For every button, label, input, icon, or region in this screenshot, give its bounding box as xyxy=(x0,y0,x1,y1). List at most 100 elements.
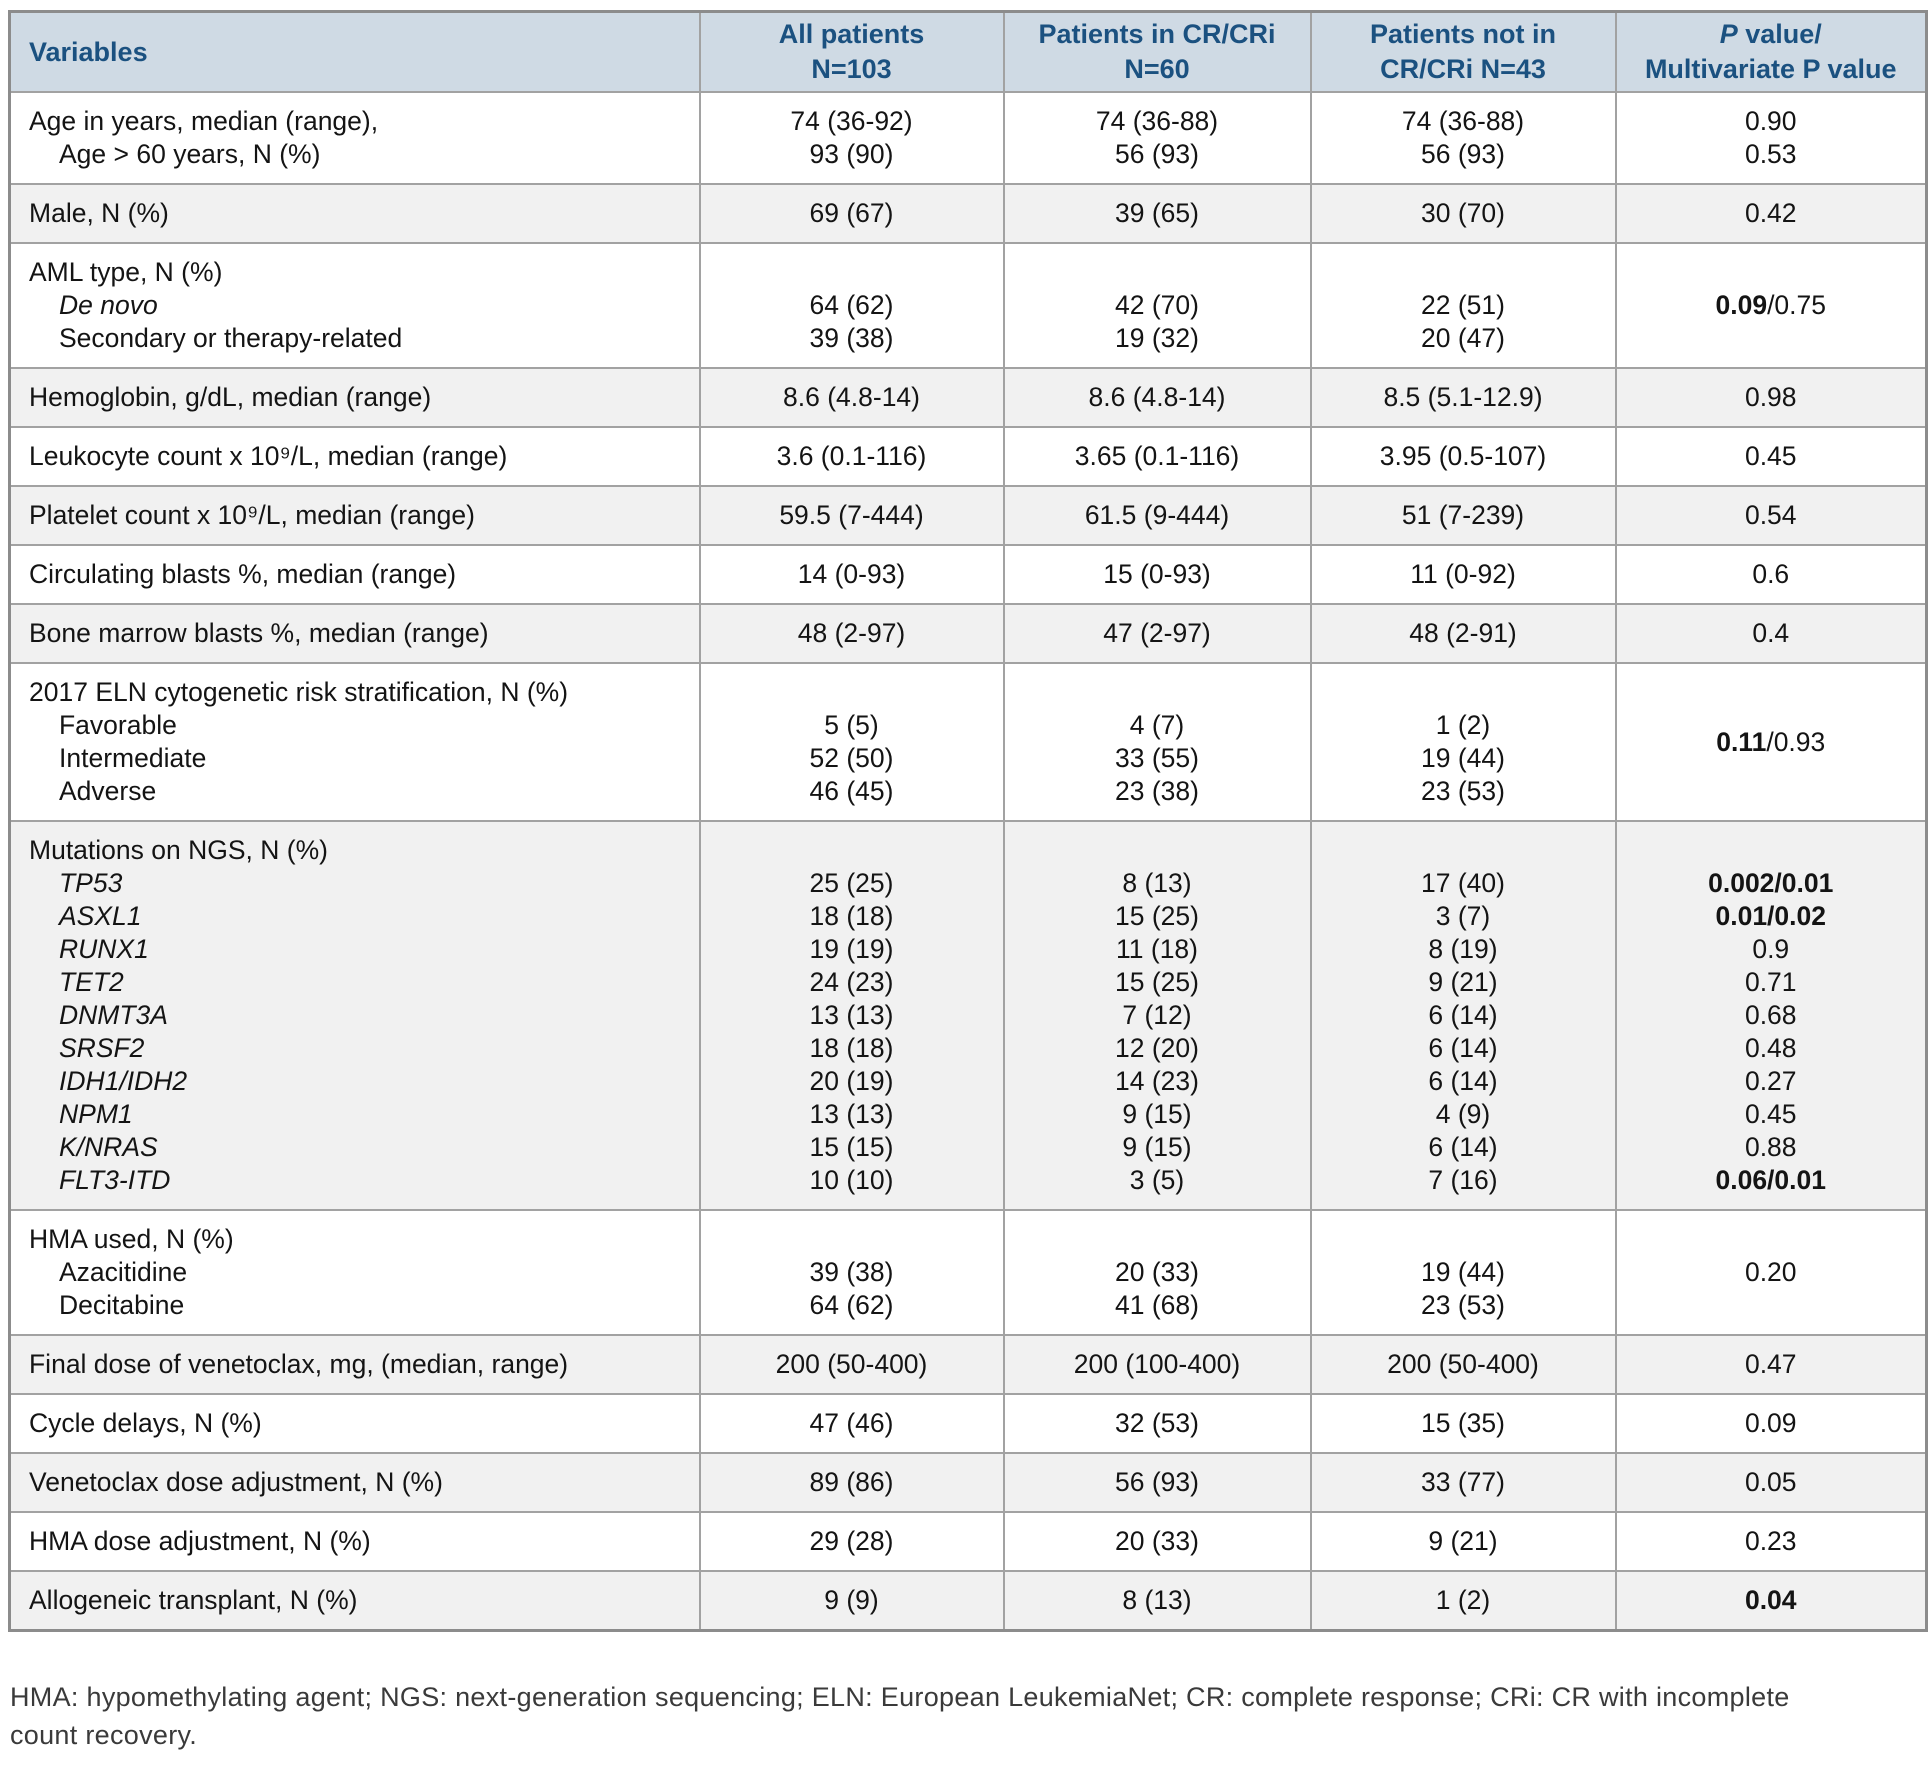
data-cell: 5 (5) 52 (50) 46 (45) xyxy=(698,662,1005,822)
p-value-cell: 0.09/0.75 xyxy=(1614,242,1928,369)
data-cell: 8 (13) xyxy=(1002,1570,1312,1632)
data-cell: 64 (62) 39 (38) xyxy=(698,242,1005,369)
data-cell: 20 (33) 41 (68) xyxy=(1002,1209,1312,1336)
table-row: Leukocyte count x 10⁹/L, median (range) 3… xyxy=(8,426,1928,487)
table-row: Male, N (%) 69 (67) 39 (65) 30 (70) 0.42 xyxy=(8,183,1928,244)
table-footnote: HMA: hypomethylating agent; NGS: next-ge… xyxy=(10,1678,1923,1754)
data-cell: 48 (2-97) xyxy=(698,603,1005,664)
table-row: Bone marrow blasts %, median (range) 48 (… xyxy=(8,603,1928,664)
table-row: Platelet count x 10⁹/L, median (range) 59… xyxy=(8,485,1928,546)
data-cell: 9 (9) xyxy=(698,1570,1005,1632)
row-label: Hemoglobin, g/dL, median (range) xyxy=(8,367,701,428)
p-value-cell: 0.98 xyxy=(1614,367,1928,428)
data-cell: 89 (86) xyxy=(698,1452,1005,1513)
data-cell: 200 (50-400) xyxy=(698,1334,1005,1395)
data-cell: 1 (2) xyxy=(1309,1570,1617,1632)
p-value-cell: 0.09 xyxy=(1614,1393,1928,1454)
column-header-4: P value/Multivariate P value xyxy=(1614,10,1928,93)
table-row: Mutations on NGS, N (%) TP53 ASXL1 RUNX1 TET… xyxy=(8,820,1928,1211)
data-cell: 39 (65) xyxy=(1002,183,1312,244)
data-cell: 11 (0-92) xyxy=(1309,544,1617,605)
p-value-cell: 0.47 xyxy=(1614,1334,1928,1395)
table-row: Allogeneic transplant, N (%) 9 (9) 8 (13) 1… xyxy=(8,1570,1928,1632)
data-cell: 15 (0-93) xyxy=(1002,544,1312,605)
data-cell: 32 (53) xyxy=(1002,1393,1312,1454)
p-value-cell: 0.45 xyxy=(1614,426,1928,487)
data-cell: 74 (36-88) 56 (93) xyxy=(1309,91,1617,185)
p-value-cell: 0.11/0.93 xyxy=(1614,662,1928,822)
row-label: Venetoclax dose adjustment, N (%) xyxy=(8,1452,701,1513)
patient-characteristics-table: Variables All patients N=103 Patients in CR… xyxy=(8,10,1928,1632)
row-label: Leukocyte count x 10⁹/L, median (range) xyxy=(8,426,701,487)
p-value-cell: 0.90 0.53 xyxy=(1614,91,1928,185)
row-label: 2017 ELN cytogenetic risk stratification… xyxy=(8,662,701,822)
table-row: AML type, N (%) De novo Secondary or thera… xyxy=(8,242,1928,369)
data-cell: 1 (2) 19 (44) 23 (53) xyxy=(1309,662,1617,822)
table-row: 2017 ELN cytogenetic risk stratification… xyxy=(8,662,1928,822)
data-cell: 20 (33) xyxy=(1002,1511,1312,1572)
data-cell: 29 (28) xyxy=(698,1511,1005,1572)
data-cell: 61.5 (9-444) xyxy=(1002,485,1312,546)
data-cell: 47 (46) xyxy=(698,1393,1005,1454)
row-label: Age in years, median (range), Age > 60 ye… xyxy=(8,91,701,185)
data-cell: 8 (13) 15 (25) 11 (18) 15 (25) 7 (12) 12 (20)… xyxy=(1002,820,1312,1211)
column-header-2: Patients in CR/CRi N=60 xyxy=(1002,10,1312,93)
column-header-0: Variables xyxy=(8,10,701,93)
p-value-cell: 0.4 xyxy=(1614,603,1928,664)
data-cell: 200 (100-400) xyxy=(1002,1334,1312,1395)
data-cell: 69 (67) xyxy=(698,183,1005,244)
data-cell: 15 (35) xyxy=(1309,1393,1617,1454)
p-value-cell: 0.04 xyxy=(1614,1570,1928,1632)
table-row: HMA used, N (%) Azacitidine Decitabine 39 … xyxy=(8,1209,1928,1336)
table-body: Age in years, median (range), Age > 60 ye… xyxy=(8,91,1928,1632)
p-value-cell: 0.6 xyxy=(1614,544,1928,605)
p-value-cell: 0.20 xyxy=(1614,1209,1928,1336)
p-value-cell: 0.42 xyxy=(1614,183,1928,244)
data-cell: 8.6 (4.8-14) xyxy=(698,367,1005,428)
data-cell: 19 (44) 23 (53) xyxy=(1309,1209,1617,1336)
p-value-cell: 0.23 xyxy=(1614,1511,1928,1572)
row-label: Allogeneic transplant, N (%) xyxy=(8,1570,701,1632)
data-cell: 9 (21) xyxy=(1309,1511,1617,1572)
p-value-cell: 0.54 xyxy=(1614,485,1928,546)
data-cell: 3.65 (0.1-116) xyxy=(1002,426,1312,487)
data-cell: 8.5 (5.1-12.9) xyxy=(1309,367,1617,428)
table-row: Hemoglobin, g/dL, median (range) 8.6 (4.8… xyxy=(8,367,1928,428)
table-row: Venetoclax dose adjustment, N (%) 89 (86)… xyxy=(8,1452,1928,1513)
row-label: Circulating blasts %, median (range) xyxy=(8,544,701,605)
row-label: AML type, N (%) De novo Secondary or thera… xyxy=(8,242,701,369)
data-cell: 3.95 (0.5-107) xyxy=(1309,426,1617,487)
data-cell: 59.5 (7-444) xyxy=(698,485,1005,546)
data-cell: 8.6 (4.8-14) xyxy=(1002,367,1312,428)
data-cell: 22 (51) 20 (47) xyxy=(1309,242,1617,369)
data-cell: 14 (0-93) xyxy=(698,544,1005,605)
data-cell: 4 (7) 33 (55) 23 (38) xyxy=(1002,662,1312,822)
data-cell: 74 (36-92) 93 (90) xyxy=(698,91,1005,185)
data-cell: 17 (40) 3 (7) 8 (19) 9 (21) 6 (14) 6 (14) 6 (1… xyxy=(1309,820,1617,1211)
row-label: Final dose of venetoclax, mg, (median, r… xyxy=(8,1334,701,1395)
data-cell: 39 (38) 64 (62) xyxy=(698,1209,1005,1336)
row-label: Cycle delays, N (%) xyxy=(8,1393,701,1454)
footnote-line: HMA: hypomethylating agent; NGS: next-ge… xyxy=(10,1682,1790,1712)
row-label: HMA used, N (%) Azacitidine Decitabine xyxy=(8,1209,701,1336)
table-row: HMA dose adjustment, N (%) 29 (28) 20 (33)… xyxy=(8,1511,1928,1572)
data-cell: 25 (25) 18 (18) 19 (19) 24 (23) 13 (13) 18 (1… xyxy=(698,820,1005,1211)
data-cell: 47 (2-97) xyxy=(1002,603,1312,664)
header-row: Variables All patients N=103 Patients in CR… xyxy=(8,10,1928,93)
data-cell: 74 (36-88) 56 (93) xyxy=(1002,91,1312,185)
row-label: Platelet count x 10⁹/L, median (range) xyxy=(8,485,701,546)
column-header-3: Patients not in CR/CRi N=43 xyxy=(1309,10,1617,93)
data-cell: 56 (93) xyxy=(1002,1452,1312,1513)
table-row: Cycle delays, N (%) 47 (46) 32 (53) 15 (35)… xyxy=(8,1393,1928,1454)
row-label: HMA dose adjustment, N (%) xyxy=(8,1511,701,1572)
data-cell: 33 (77) xyxy=(1309,1452,1617,1513)
table-row: Age in years, median (range), Age > 60 ye… xyxy=(8,91,1928,185)
row-label: Mutations on NGS, N (%) TP53 ASXL1 RUNX1 TET… xyxy=(8,820,701,1211)
data-cell: 42 (70) 19 (32) xyxy=(1002,242,1312,369)
footnote-line: count recovery. xyxy=(10,1720,198,1750)
data-cell: 200 (50-400) xyxy=(1309,1334,1617,1395)
p-value-cell: 0.002/0.01 0.01/0.02 0.9 0.71 0.68 0.48 0.27 0.… xyxy=(1614,820,1928,1211)
table-row: Final dose of venetoclax, mg, (median, r… xyxy=(8,1334,1928,1395)
table-row: Circulating blasts %, median (range) 14 (… xyxy=(8,544,1928,605)
